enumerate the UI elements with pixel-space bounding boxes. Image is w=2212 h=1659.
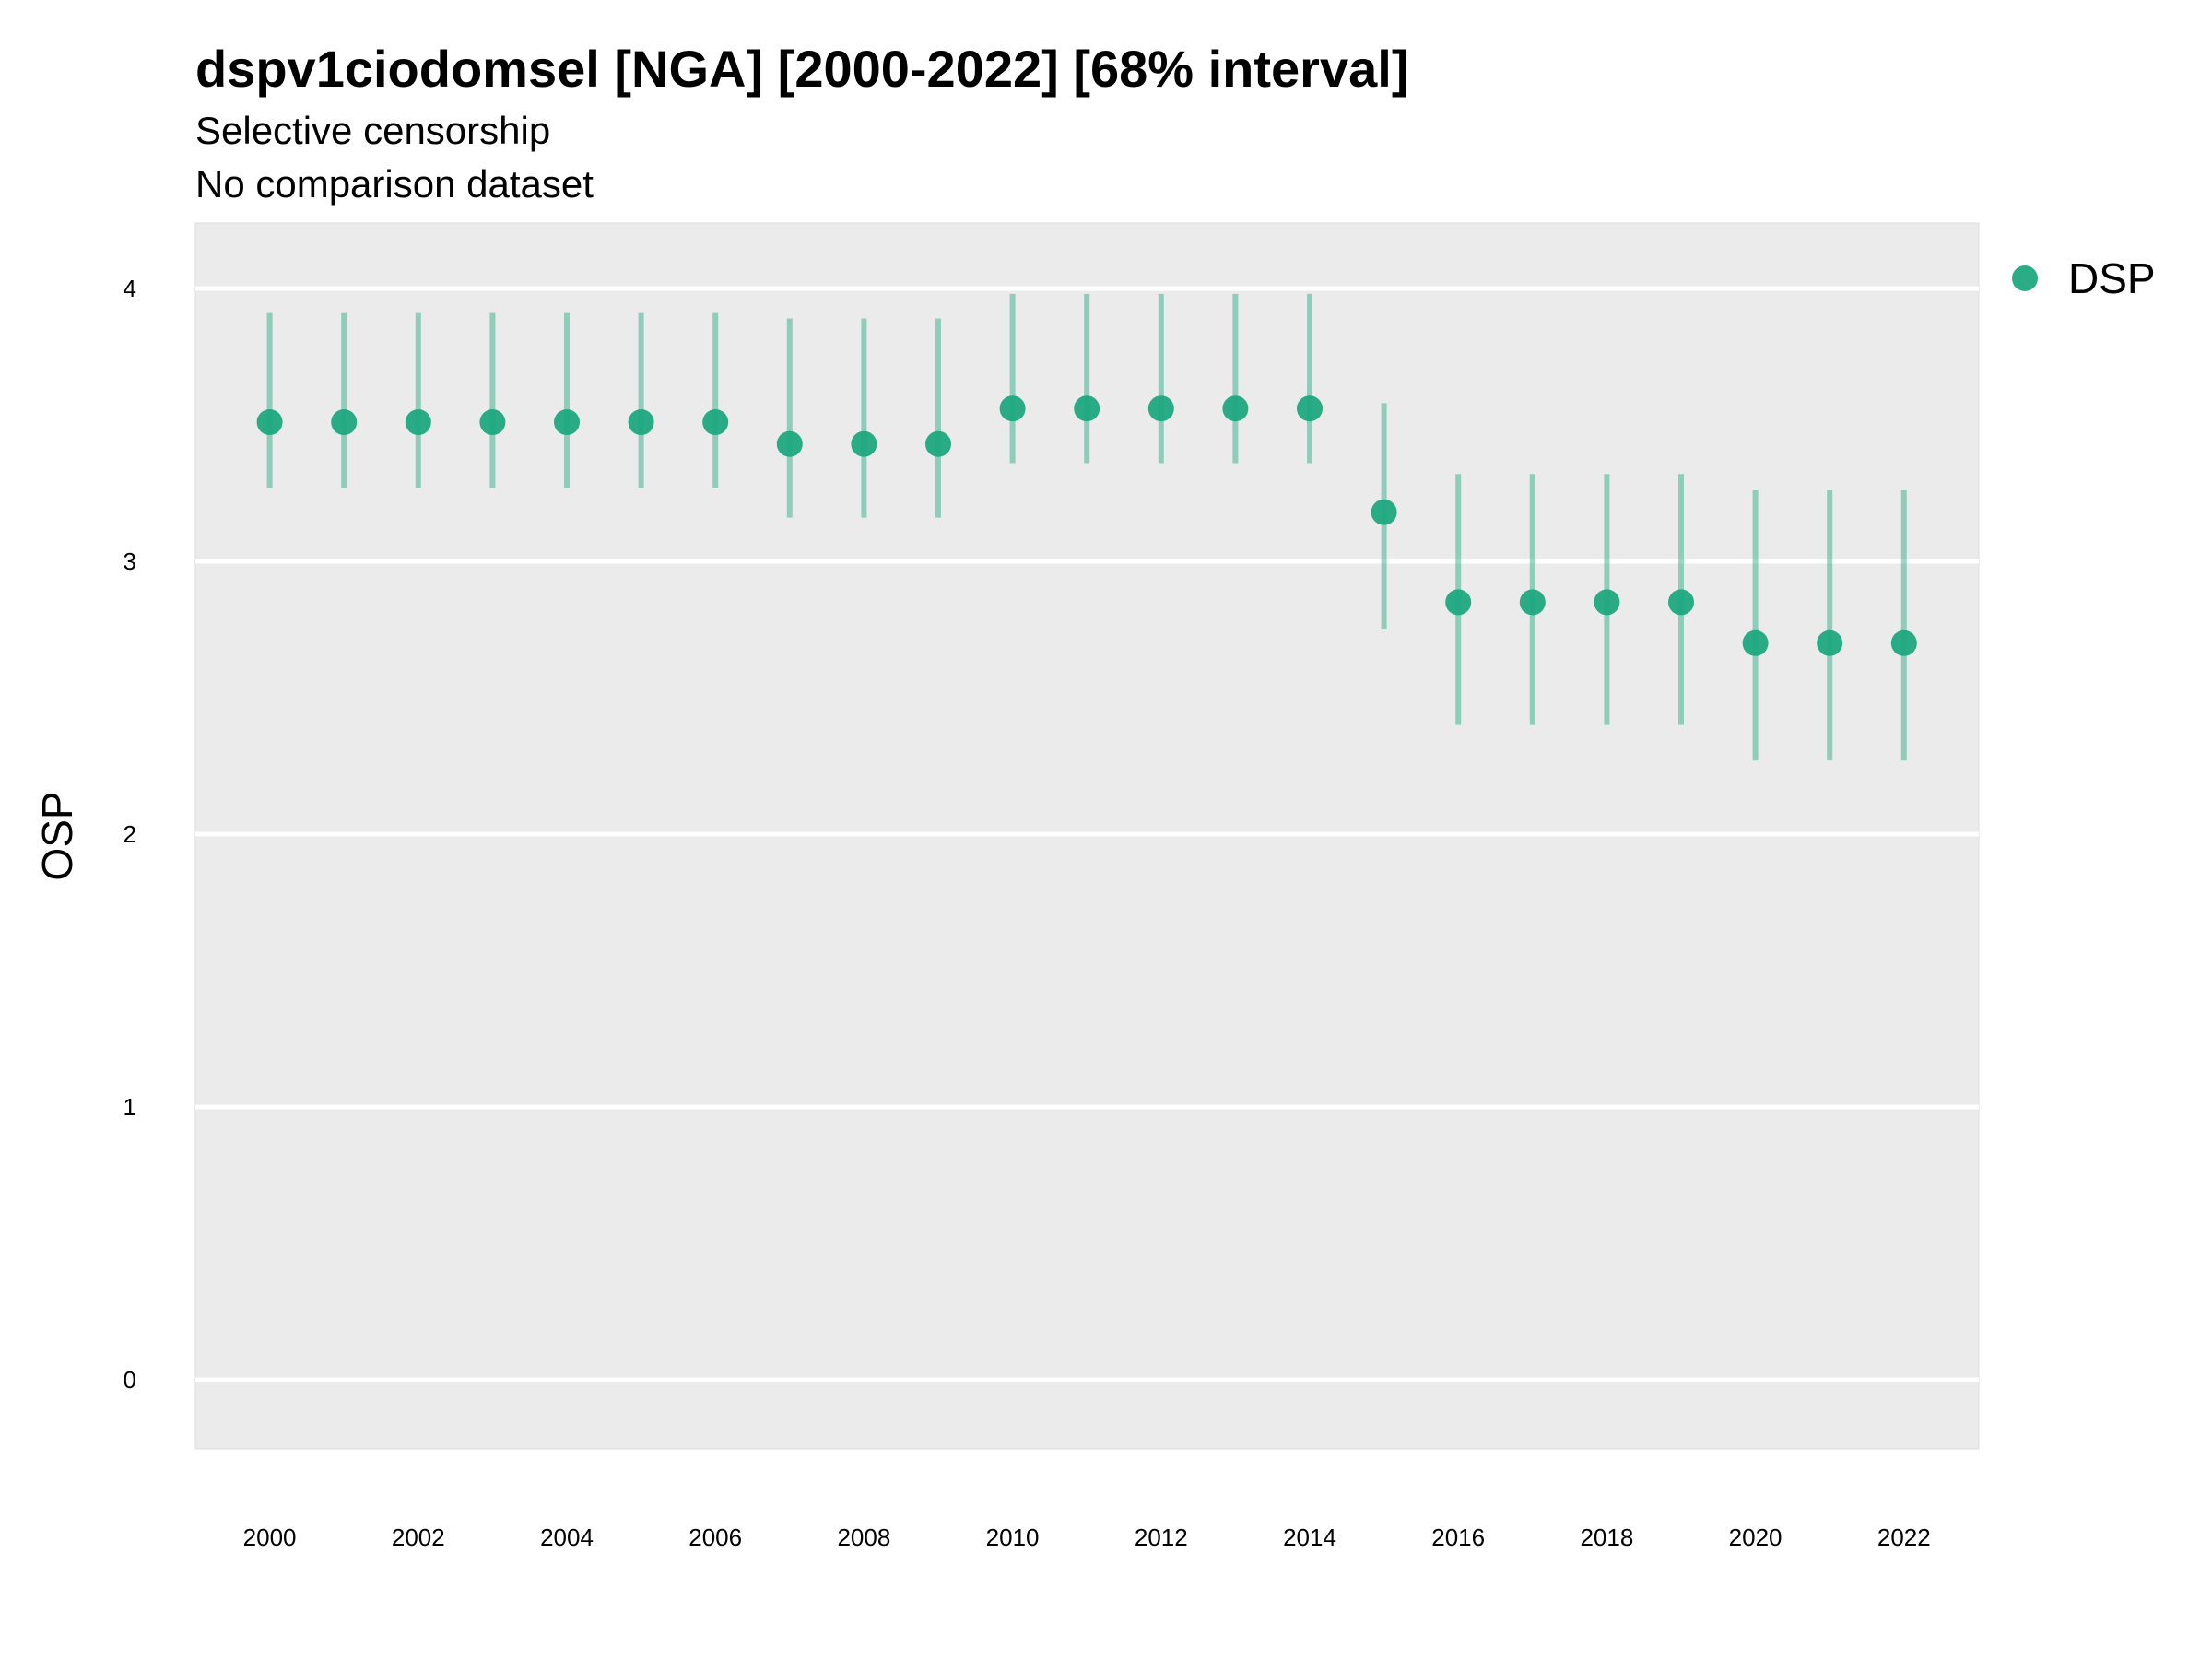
y-tick-label-0: 0 xyxy=(124,1366,136,1394)
x-tick-label-2020: 2020 xyxy=(1729,1524,1783,1551)
data-point-2022 xyxy=(1890,629,1917,656)
x-tick-label-2000: 2000 xyxy=(243,1524,297,1551)
x-tick-label-2004: 2004 xyxy=(540,1524,594,1551)
data-point-2018 xyxy=(1594,589,1620,616)
data-point-2004 xyxy=(554,409,580,436)
x-tick-label-2018: 2018 xyxy=(1580,1524,1633,1551)
data-point-2006 xyxy=(702,409,729,436)
data-point-2017 xyxy=(1519,589,1546,616)
data-point-2020 xyxy=(1742,629,1769,656)
data-point-2007 xyxy=(776,430,803,457)
y-tick-label-4: 4 xyxy=(124,275,136,302)
x-axis-ticks: 2000 2002 2004 2006 2008 2010 2012 2014 2016 2018… xyxy=(243,1524,1931,1551)
x-tick-label-2012: 2012 xyxy=(1135,1524,1188,1551)
data-point-2012 xyxy=(1147,395,1174,422)
x-tick-label-2006: 2006 xyxy=(688,1524,742,1551)
data-point-2014 xyxy=(1297,395,1323,422)
gridlines xyxy=(195,286,1979,1382)
data-point-2021 xyxy=(1817,629,1843,656)
data-point-2003 xyxy=(479,409,506,436)
data-point-2001 xyxy=(331,409,358,436)
chart-title: dspv1ciodomsel [NGA] [2000-2022] [68% in… xyxy=(195,40,1408,98)
data-point-2000 xyxy=(256,409,283,436)
chart-subtitle-2: No comparison dataset xyxy=(195,162,594,206)
data-point-2009 xyxy=(925,430,951,457)
y-tick-label-1: 1 xyxy=(124,1093,136,1121)
legend-dsp-label: DSP xyxy=(2068,254,2156,302)
legend-dsp-marker xyxy=(2012,265,2038,291)
data-point-2010 xyxy=(999,395,1026,422)
x-tick-label-2002: 2002 xyxy=(392,1524,445,1551)
data-point-2005 xyxy=(628,409,654,436)
y-tick-label-2: 2 xyxy=(124,820,136,848)
y-tick-label-3: 3 xyxy=(124,547,136,575)
x-tick-label-2014: 2014 xyxy=(1283,1524,1336,1551)
data-point-2008 xyxy=(851,430,877,457)
data-point-2015 xyxy=(1371,499,1397,525)
legend: DSP xyxy=(2012,254,2156,302)
x-tick-label-2022: 2022 xyxy=(1877,1524,1931,1551)
x-tick-label-2010: 2010 xyxy=(986,1524,1040,1551)
y-axis-ticks: 0 1 2 3 4 xyxy=(124,275,136,1394)
data-point-2016 xyxy=(1445,589,1472,616)
y-axis-label: OSP xyxy=(33,791,81,880)
chart-subtitle: Selective censorship xyxy=(195,109,550,152)
data-point-2002 xyxy=(405,409,431,436)
data-point-2013 xyxy=(1222,395,1249,422)
x-tick-label-2008: 2008 xyxy=(837,1524,890,1551)
data-point-2019 xyxy=(1668,589,1694,616)
x-tick-label-2016: 2016 xyxy=(1431,1524,1485,1551)
data-point-2011 xyxy=(1074,395,1100,422)
data-points xyxy=(256,395,1917,656)
